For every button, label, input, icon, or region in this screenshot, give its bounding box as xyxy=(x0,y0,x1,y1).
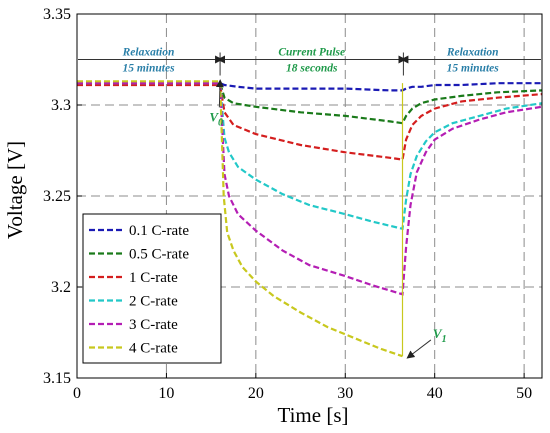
series-line xyxy=(77,82,543,231)
voltage-marker-subscript: 0 xyxy=(218,117,223,128)
phase-label-duration: 18 seconds xyxy=(286,63,338,75)
series-line xyxy=(77,83,543,161)
y-tick-label: 3.3 xyxy=(51,97,71,114)
legend-label: 3 C-rate xyxy=(129,317,178,333)
phase-label-title: Relaxation xyxy=(122,47,175,59)
axes: 0 10 20 30 40 503.153.23.253.33.35 xyxy=(43,6,543,402)
legend-label: 1 C-rate xyxy=(129,270,178,286)
y-tick-label: 3.25 xyxy=(43,188,71,205)
y-tick-label: 3.2 xyxy=(51,279,71,296)
legend: 0.1 C-rate 0.5 C-rate 1 C-rate 2 C-rate 3 C-… xyxy=(82,213,222,364)
y-tick-label: 3.35 xyxy=(43,6,71,23)
x-tick-label: 20 xyxy=(248,385,264,402)
legend-label: 0.5 C-rate xyxy=(129,247,189,263)
voltage-marker-subscript: 1 xyxy=(442,334,447,345)
grid xyxy=(77,14,542,378)
phase-markers: Relaxation 15 minutes Current Pulse 18 seco… xyxy=(76,47,543,76)
y-axis-title: Voltage [V] xyxy=(3,141,27,239)
series-lines xyxy=(77,80,543,358)
legend-box xyxy=(82,213,222,364)
series-line xyxy=(77,82,543,125)
annotation-arrow xyxy=(215,79,224,108)
x-tick-label: 0 xyxy=(73,385,81,402)
x-tick-label: 30 xyxy=(337,385,353,402)
annotation-arrow xyxy=(406,339,432,359)
series-line xyxy=(77,80,403,358)
y-tick-label: 3.15 xyxy=(43,370,71,387)
x-tick-label: 40 xyxy=(427,385,443,402)
phase-label-duration: 15 minutes xyxy=(122,63,175,75)
x-tick-label: 50 xyxy=(516,385,532,402)
phase-label-duration: 15 minutes xyxy=(447,63,500,75)
x-axis-title: Time [s] xyxy=(278,403,349,427)
legend-label: 2 C-rate xyxy=(129,294,178,310)
phase-label-title: Current Pulse xyxy=(278,47,345,59)
phase-label-title: Relaxation xyxy=(446,47,499,59)
series-line xyxy=(77,82,542,92)
x-tick-label: 10 xyxy=(158,385,174,402)
legend-label: 0.1 C-rate xyxy=(129,223,189,239)
series-line xyxy=(77,82,543,296)
legend-label: 4 C-rate xyxy=(129,341,178,357)
